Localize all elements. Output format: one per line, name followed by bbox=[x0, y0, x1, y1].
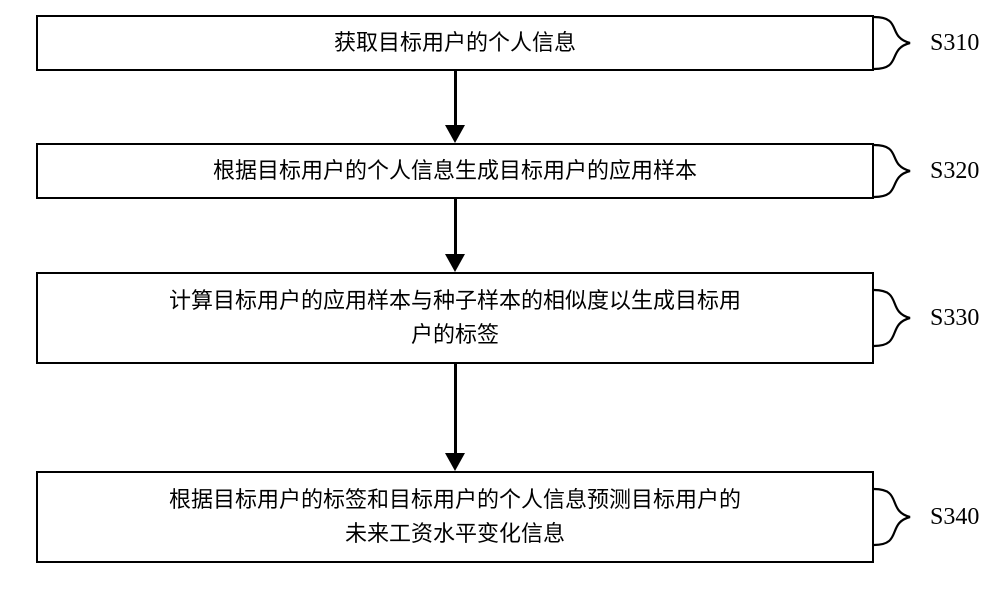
flow-step-s330: 计算目标用户的应用样本与种子样本的相似度以生成目标用 户的标签 bbox=[36, 272, 874, 364]
step-label-s340: S340 bbox=[930, 504, 979, 531]
step-label-s330: S330 bbox=[930, 305, 979, 332]
flow-step-text: 根据目标用户的个人信息生成目标用户的应用样本 bbox=[213, 154, 697, 188]
step-label-s320: S320 bbox=[930, 158, 979, 185]
flow-step-text: 获取目标用户的个人信息 bbox=[334, 26, 576, 60]
flowchart-canvas: 获取目标用户的个人信息 S310 根据目标用户的个人信息生成目标用户的应用样本 S32… bbox=[0, 0, 1000, 598]
flow-step-s310: 获取目标用户的个人信息 bbox=[36, 15, 874, 71]
step-label-s310: S310 bbox=[930, 30, 979, 57]
flow-step-s320: 根据目标用户的个人信息生成目标用户的应用样本 bbox=[36, 143, 874, 199]
flow-step-s340: 根据目标用户的标签和目标用户的个人信息预测目标用户的 未来工资水平变化信息 bbox=[36, 471, 874, 563]
flow-step-text: 计算目标用户的应用样本与种子样本的相似度以生成目标用 户的标签 bbox=[169, 284, 741, 352]
flow-step-text: 根据目标用户的标签和目标用户的个人信息预测目标用户的 未来工资水平变化信息 bbox=[169, 483, 741, 551]
